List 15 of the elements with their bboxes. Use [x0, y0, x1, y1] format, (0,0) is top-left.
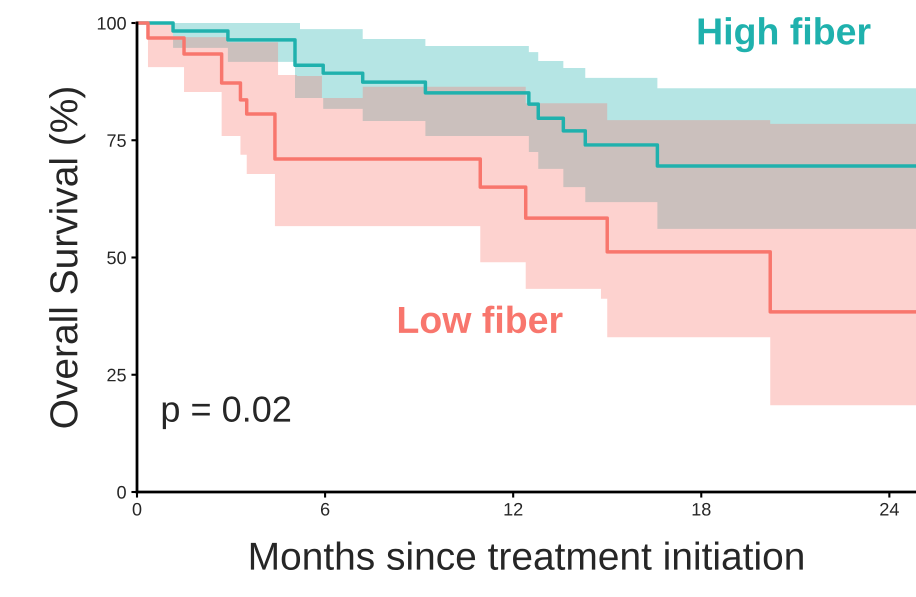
x-tick-label: 0 — [132, 502, 142, 516]
x-tick-label: 6 — [320, 502, 330, 516]
text: High fiber — [698, 17, 871, 52]
y-axis-title: Overall Survival (%) — [49, 88, 86, 428]
x-axis-title: Months since treatment initiation — [250, 541, 803, 570]
series-label: Low fiber — [398, 306, 563, 334]
x-tick-label: 12 — [504, 502, 522, 516]
annotation: p = 0.02 — [162, 396, 290, 430]
x-tick-label: 24 — [880, 502, 899, 516]
y-tick-label: 75 — [107, 134, 126, 147]
y-tick-label: 100 — [98, 16, 126, 30]
y-tick-label: 50 — [107, 251, 126, 264]
x-tick-label: 18 — [692, 502, 711, 516]
y-tick-label: 0 — [117, 486, 126, 499]
y-tick-label: 25 — [107, 368, 126, 382]
